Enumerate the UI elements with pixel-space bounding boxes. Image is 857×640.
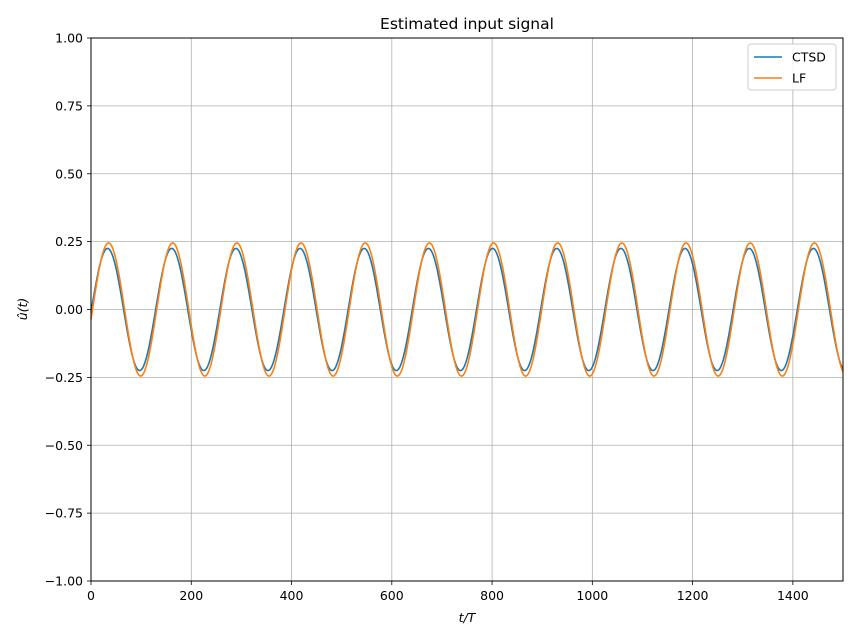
y-axis-label: û(t): [15, 298, 30, 321]
series-line-lf: [90, 242, 844, 377]
x-tick-label: 800: [480, 588, 504, 603]
x-tick-label: 400: [280, 588, 304, 603]
y-tick-label: 0.00: [55, 302, 83, 317]
legend-label-lf: LF: [792, 71, 806, 86]
legend: CTSD LF: [747, 43, 837, 91]
series-group: [90, 242, 844, 377]
x-axis-label: t/T: [459, 610, 477, 625]
y-tick-label: −0.25: [45, 370, 83, 385]
series-line-ctsd: [90, 247, 844, 372]
y-tick-label: −1.00: [45, 574, 83, 589]
x-tick-label: 0: [87, 588, 95, 603]
y-tick-label: 0.75: [55, 98, 83, 113]
y-tick-label: 1.00: [55, 31, 83, 46]
y-axis: −1.00 −0.75 −0.50 −0.25 0.00 0.25 0.50 0.75 1.00: [45, 31, 91, 589]
y-tick-label: 0.50: [55, 166, 83, 181]
y-tick-label: −0.75: [45, 506, 83, 521]
x-tick-label: 1000: [576, 588, 608, 603]
x-tick-label: 200: [179, 588, 203, 603]
y-tick-label: −0.50: [45, 438, 83, 453]
y-tick-label: 0.25: [55, 234, 83, 249]
x-tick-label: 600: [380, 588, 404, 603]
legend-label-ctsd: CTSD: [792, 50, 826, 65]
x-tick-label: 1200: [677, 588, 709, 603]
x-tick-label: 1400: [777, 588, 809, 603]
chart-title: Estimated input signal: [380, 15, 554, 33]
x-axis: 0 200 400 600 800 1000 1200 1400: [87, 581, 809, 603]
